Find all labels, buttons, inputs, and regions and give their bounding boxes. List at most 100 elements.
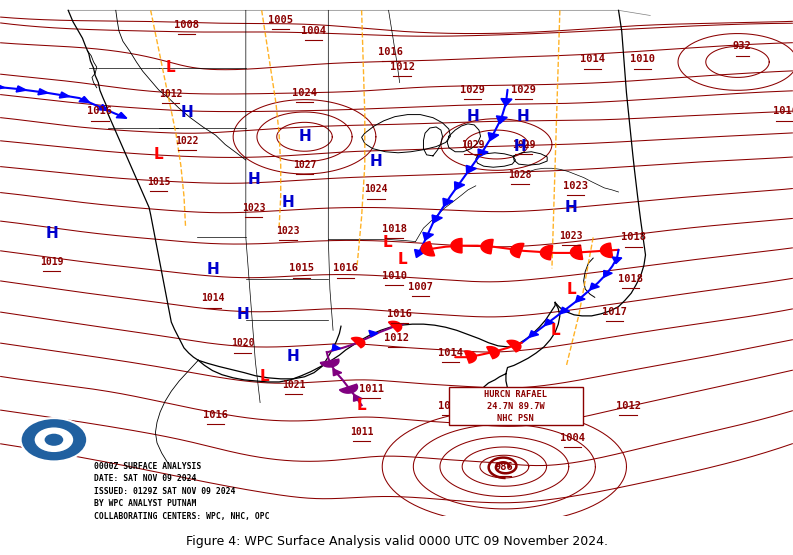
Polygon shape [443, 198, 453, 206]
Polygon shape [576, 295, 585, 302]
Polygon shape [16, 86, 26, 92]
Text: L: L [550, 323, 560, 338]
Polygon shape [487, 346, 499, 359]
Polygon shape [454, 182, 465, 190]
Polygon shape [432, 215, 442, 223]
Text: HURCN RAFAEL
24.7N 89.7W
NHC PSN: HURCN RAFAEL 24.7N 89.7W NHC PSN [485, 390, 547, 422]
Text: 1011: 1011 [350, 427, 374, 437]
Circle shape [34, 427, 74, 453]
Text: H: H [247, 172, 260, 187]
Text: 1016: 1016 [333, 264, 358, 274]
Text: 1029: 1029 [461, 140, 485, 150]
Text: L: L [566, 281, 576, 296]
Text: Figure 4: WPC Surface Analysis valid 0000 UTC 09 November 2024.: Figure 4: WPC Surface Analysis valid 000… [186, 536, 607, 548]
Polygon shape [478, 149, 488, 157]
Polygon shape [354, 395, 362, 401]
Text: 1021: 1021 [282, 380, 305, 390]
Polygon shape [389, 321, 402, 332]
Text: H: H [181, 105, 193, 120]
Text: H: H [287, 349, 300, 364]
Text: 1024: 1024 [292, 88, 317, 98]
FancyBboxPatch shape [449, 387, 583, 425]
Text: L: L [382, 235, 392, 250]
Text: 1020: 1020 [231, 338, 255, 348]
Text: 1027: 1027 [293, 160, 316, 170]
Text: 0000Z SURFACE ANALYSIS: 0000Z SURFACE ANALYSIS [94, 462, 201, 471]
Text: 1007: 1007 [408, 282, 433, 292]
Text: 1017: 1017 [602, 307, 627, 317]
Text: H: H [466, 109, 479, 124]
Text: 1012: 1012 [159, 89, 182, 99]
Text: 1016: 1016 [772, 107, 793, 117]
Text: BY WPC ANALYST PUTNAM: BY WPC ANALYST PUTNAM [94, 499, 196, 508]
Polygon shape [415, 250, 425, 258]
Text: 1016: 1016 [378, 47, 404, 57]
Polygon shape [496, 116, 508, 124]
Text: 1024: 1024 [364, 184, 388, 194]
Text: 1014: 1014 [438, 348, 463, 358]
Polygon shape [612, 257, 622, 264]
Polygon shape [116, 113, 127, 118]
Text: 1023: 1023 [242, 203, 266, 213]
Text: H: H [517, 109, 530, 124]
Polygon shape [98, 104, 108, 110]
Polygon shape [570, 245, 583, 259]
Polygon shape [481, 239, 493, 254]
Polygon shape [351, 337, 365, 348]
Text: L: L [166, 59, 175, 74]
Text: 1014: 1014 [580, 54, 605, 64]
Polygon shape [451, 239, 462, 253]
Polygon shape [590, 283, 600, 290]
Text: 1014: 1014 [201, 294, 224, 304]
Text: ISSUED: 0129Z SAT NOV 09 2024: ISSUED: 0129Z SAT NOV 09 2024 [94, 487, 235, 496]
Text: 1010: 1010 [381, 271, 407, 281]
Text: H: H [298, 129, 311, 144]
Text: 1004: 1004 [301, 26, 326, 36]
Polygon shape [423, 233, 434, 240]
Text: L: L [260, 369, 270, 384]
Polygon shape [507, 340, 521, 352]
Polygon shape [511, 244, 524, 258]
Polygon shape [332, 344, 340, 351]
Polygon shape [339, 384, 358, 393]
Text: H: H [206, 263, 219, 278]
Text: 1004: 1004 [560, 433, 585, 443]
Polygon shape [465, 351, 477, 363]
Text: 1012: 1012 [615, 401, 641, 411]
Text: 1016: 1016 [87, 107, 113, 117]
Text: 1023: 1023 [559, 231, 583, 241]
Text: 1029: 1029 [511, 85, 536, 95]
Polygon shape [79, 97, 90, 103]
Text: 1012: 1012 [389, 62, 415, 72]
Text: 1008: 1008 [174, 20, 199, 30]
Text: H: H [514, 139, 527, 154]
Polygon shape [600, 243, 613, 258]
Polygon shape [603, 270, 612, 278]
Polygon shape [540, 245, 553, 260]
Text: 1023: 1023 [563, 181, 588, 191]
Text: H: H [565, 200, 577, 215]
Text: 1015: 1015 [147, 176, 170, 186]
Text: H: H [282, 195, 294, 210]
Polygon shape [0, 84, 5, 90]
Text: 1005: 1005 [527, 403, 552, 413]
Text: 1029: 1029 [511, 140, 535, 150]
Text: 1018: 1018 [381, 224, 407, 234]
Circle shape [21, 418, 87, 461]
Polygon shape [38, 89, 48, 95]
Text: 1022: 1022 [175, 136, 199, 146]
Polygon shape [488, 133, 499, 140]
Text: L: L [154, 147, 163, 163]
Polygon shape [333, 369, 342, 376]
Text: COLLABORATING CENTERS: WPC, NHC, OPC: COLLABORATING CENTERS: WPC, NHC, OPC [94, 512, 269, 521]
Text: H: H [45, 226, 58, 241]
Text: L: L [357, 398, 366, 413]
Polygon shape [529, 331, 538, 337]
Text: 1029: 1029 [460, 85, 485, 95]
Text: 1019: 1019 [40, 257, 63, 267]
Text: H: H [236, 307, 249, 322]
Text: 1008: 1008 [438, 401, 463, 411]
Text: 1005: 1005 [268, 14, 293, 24]
Text: 1018: 1018 [621, 233, 646, 243]
Text: 932: 932 [733, 42, 752, 52]
